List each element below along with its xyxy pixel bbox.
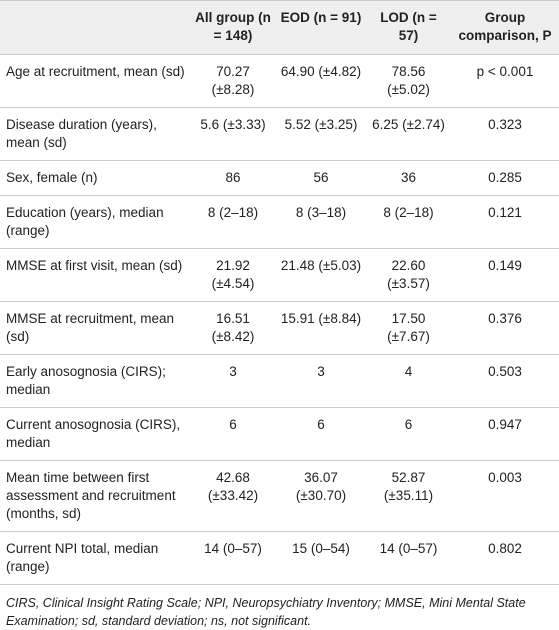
cell: 42.68 (±33.42) bbox=[190, 460, 276, 532]
table-row: Current NPI total, median (range) 14 (0–5… bbox=[0, 531, 559, 585]
table-row: Early anosognosia (CIRS); median 3 3 4 0.503 bbox=[0, 354, 559, 408]
cell: 22.60 (±3.57) bbox=[366, 248, 451, 302]
cell: 52.87 (±35.11) bbox=[366, 460, 451, 532]
cell: 6 bbox=[366, 407, 451, 461]
header-cell: All group (n = 148) bbox=[190, 0, 276, 55]
row-label: Mean time between first assessment and r… bbox=[0, 460, 190, 532]
data-table: All group (n = 148) EOD (n = 91) LOD (n = … bbox=[0, 0, 559, 585]
row-label: MMSE at first visit, mean (sd) bbox=[0, 248, 190, 302]
cell: 14 (0–57) bbox=[366, 531, 451, 585]
cell: 21.92 (±4.54) bbox=[190, 248, 276, 302]
cell: 0.947 bbox=[451, 407, 559, 461]
cell: 15.91 (±8.84) bbox=[276, 301, 366, 355]
cell: 0.503 bbox=[451, 354, 559, 408]
row-label: Disease duration (years), mean (sd) bbox=[0, 107, 190, 161]
cell: 3 bbox=[276, 354, 366, 408]
cell: 6 bbox=[276, 407, 366, 461]
cell: 78.56 (±5.02) bbox=[366, 54, 451, 108]
cell: 86 bbox=[190, 160, 276, 196]
table-row: MMSE at first visit, mean (sd) 21.92 (±4.… bbox=[0, 248, 559, 302]
table-row: Age at recruitment, mean (sd) 70.27 (±8.2… bbox=[0, 54, 559, 108]
row-label: Current anosognosia (CIRS), median bbox=[0, 407, 190, 461]
cell: 4 bbox=[366, 354, 451, 408]
cell: p < 0.001 bbox=[451, 54, 559, 108]
cell: 14 (0–57) bbox=[190, 531, 276, 585]
table-row: Education (years), median (range) 8 (2–18… bbox=[0, 195, 559, 249]
cell: 0.802 bbox=[451, 531, 559, 585]
cell: 0.285 bbox=[451, 160, 559, 196]
cell: 8 (2–18) bbox=[366, 195, 451, 249]
cell: 8 (3–18) bbox=[276, 195, 366, 249]
cell: 64.90 (±4.82) bbox=[276, 54, 366, 108]
cell: 70.27 (±8.28) bbox=[190, 54, 276, 108]
row-label: Education (years), median (range) bbox=[0, 195, 190, 249]
cell: 15 (0–54) bbox=[276, 531, 366, 585]
cell: 8 (2–18) bbox=[190, 195, 276, 249]
table-row: Mean time between first assessment and r… bbox=[0, 460, 559, 532]
table-row: Sex, female (n) 86 56 36 0.285 bbox=[0, 160, 559, 196]
cell: 6 bbox=[190, 407, 276, 461]
header-row: All group (n = 148) EOD (n = 91) LOD (n = … bbox=[0, 0, 559, 55]
header-cell: LOD (n = 57) bbox=[366, 0, 451, 55]
cell: 36 bbox=[366, 160, 451, 196]
cell: 0.376 bbox=[451, 301, 559, 355]
cell: 6.25 (±2.74) bbox=[366, 107, 451, 161]
cell: 5.6 (±3.33) bbox=[190, 107, 276, 161]
header-cell: EOD (n = 91) bbox=[276, 0, 366, 55]
table-row: Disease duration (years), mean (sd) 5.6 (… bbox=[0, 107, 559, 161]
footnote: CIRS, Clinical Insight Rating Scale; NPI… bbox=[6, 596, 526, 628]
cell: 0.323 bbox=[451, 107, 559, 161]
table-row: MMSE at recruitment, mean (sd) 16.51 (±8.… bbox=[0, 301, 559, 355]
row-label: Early anosognosia (CIRS); median bbox=[0, 354, 190, 408]
cell: 5.52 (±3.25) bbox=[276, 107, 366, 161]
cell: 3 bbox=[190, 354, 276, 408]
header-cell bbox=[0, 0, 190, 55]
row-label: Age at recruitment, mean (sd) bbox=[0, 54, 190, 108]
cell: 17.50 (±7.67) bbox=[366, 301, 451, 355]
table-body: Age at recruitment, mean (sd) 70.27 (±8.2… bbox=[0, 54, 559, 585]
header-cell: Group comparison, P bbox=[451, 0, 559, 55]
row-label: Sex, female (n) bbox=[0, 160, 190, 196]
table-row: Current anosognosia (CIRS), median 6 6 6 0.9… bbox=[0, 407, 559, 461]
cell: 0.121 bbox=[451, 195, 559, 249]
cell: 36.07 (±30.70) bbox=[276, 460, 366, 532]
cell: 56 bbox=[276, 160, 366, 196]
cell: 21.48 (±5.03) bbox=[276, 248, 366, 302]
row-label: MMSE at recruitment, mean (sd) bbox=[0, 301, 190, 355]
cell: 0.003 bbox=[451, 460, 559, 532]
cell: 0.149 bbox=[451, 248, 559, 302]
table-header: All group (n = 148) EOD (n = 91) LOD (n = … bbox=[0, 0, 559, 55]
row-label: Current NPI total, median (range) bbox=[0, 531, 190, 585]
cell: 16.51 (±8.42) bbox=[190, 301, 276, 355]
